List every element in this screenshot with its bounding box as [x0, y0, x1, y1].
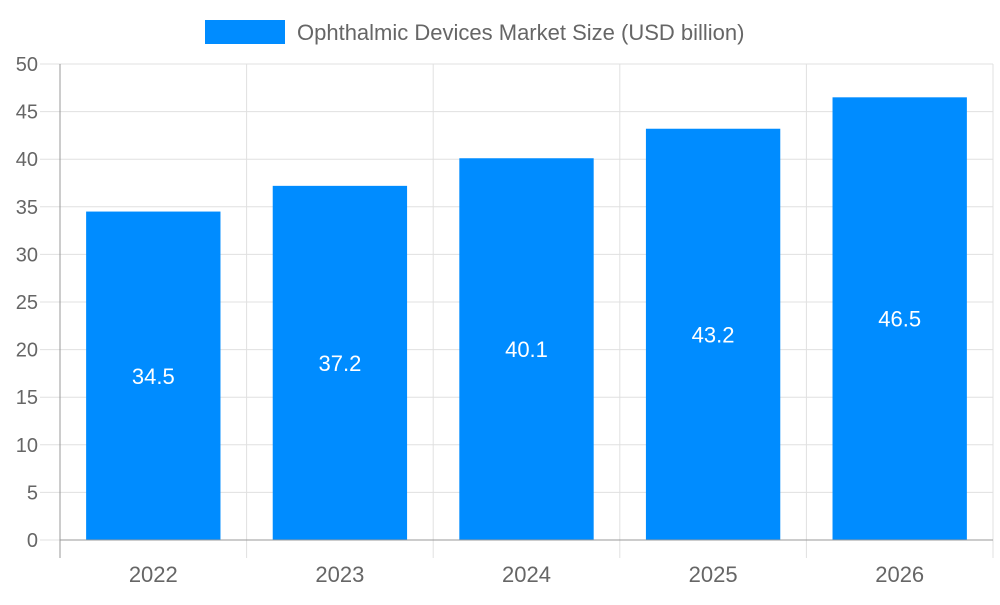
y-tick-label: 30: [16, 244, 38, 266]
bars: 34.5 37.2 40.1 43.2 46.5: [86, 97, 967, 541]
x-tick-label: 2025: [689, 562, 738, 587]
bar: [832, 97, 967, 540]
data-label: 34.5: [132, 364, 175, 389]
y-tick-label: 0: [27, 530, 38, 552]
bar: [272, 185, 408, 540]
y-tick-label: 10: [16, 435, 38, 457]
legend-swatch: [205, 20, 285, 44]
bar: [86, 211, 221, 540]
legend-label: Ophthalmic Devices Market Size (USD bill…: [297, 20, 744, 45]
data-label: 40.1: [505, 337, 548, 362]
y-tick-label: 15: [16, 387, 38, 409]
x-tick-label: 2023: [315, 562, 364, 587]
y-tick-label: 5: [27, 482, 38, 504]
legend[interactable]: Ophthalmic Devices Market Size (USD bill…: [205, 20, 744, 45]
y-tick-label: 50: [16, 54, 38, 76]
y-tick-label: 25: [16, 292, 38, 314]
data-label: 46.5: [878, 307, 921, 332]
x-tick-label: 2024: [502, 562, 551, 587]
data-label: 43.2: [692, 322, 735, 347]
y-tick-label: 20: [16, 340, 38, 362]
data-label: 37.2: [318, 351, 361, 376]
y-tick-label: 40: [16, 149, 38, 171]
x-tick-label: 2022: [129, 562, 178, 587]
y-tick-label: 35: [16, 197, 38, 219]
bar: [459, 158, 594, 541]
x-tick-label: 2026: [875, 562, 924, 587]
bar: [645, 128, 781, 540]
y-tick-label: 45: [16, 102, 38, 124]
